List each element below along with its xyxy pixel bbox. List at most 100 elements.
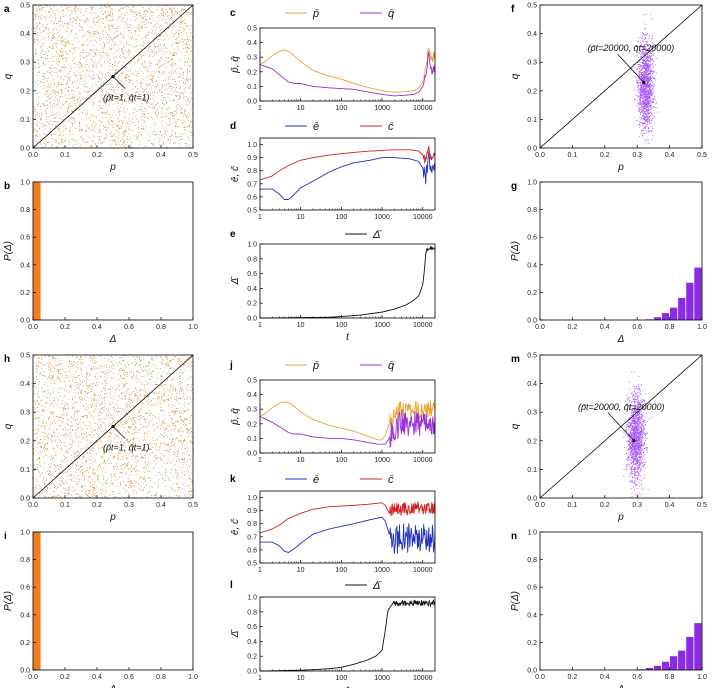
scatter-point bbox=[180, 375, 181, 377]
scatter-point bbox=[99, 119, 101, 121]
scatter-point bbox=[76, 75, 78, 76]
scatter-point bbox=[191, 436, 193, 438]
scatter-point bbox=[650, 76, 651, 78]
scatter-point bbox=[643, 77, 645, 78]
scatter-point bbox=[39, 28, 40, 30]
scatter-point bbox=[102, 85, 104, 87]
scatter-point bbox=[645, 65, 647, 67]
scatter-point bbox=[37, 136, 38, 138]
scatter-point bbox=[185, 410, 187, 412]
scatter-point bbox=[172, 115, 174, 117]
scatter-point bbox=[71, 109, 73, 111]
scatter-point bbox=[164, 72, 166, 74]
scatter-point bbox=[41, 56, 43, 58]
scatter-point bbox=[116, 35, 118, 37]
scatter-point bbox=[166, 83, 168, 85]
scatter-point bbox=[648, 85, 650, 87]
scatter-point bbox=[61, 6, 63, 7]
scatter-point bbox=[79, 72, 81, 74]
scatter-point bbox=[85, 432, 87, 434]
scatter-point bbox=[44, 94, 46, 96]
scatter-point bbox=[38, 396, 40, 398]
scatter-point bbox=[125, 146, 127, 148]
scatter-point bbox=[110, 480, 112, 481]
scatter-point bbox=[178, 33, 180, 34]
scatter-point bbox=[73, 89, 75, 90]
scatter-point bbox=[649, 72, 651, 74]
scatter-point bbox=[642, 40, 644, 42]
scatter-point bbox=[159, 35, 161, 37]
scatter-point bbox=[643, 91, 645, 93]
scatter-point bbox=[152, 94, 154, 96]
scatter-point bbox=[647, 109, 649, 111]
scatter-point bbox=[70, 76, 72, 77]
scatter-point bbox=[62, 105, 64, 106]
scatter-point bbox=[647, 44, 648, 46]
scatter-point bbox=[127, 108, 129, 110]
scatter-point bbox=[166, 35, 168, 36]
scatter-point bbox=[167, 112, 169, 114]
scatter-point bbox=[188, 47, 189, 49]
scatter-point bbox=[81, 78, 82, 80]
scatter-point bbox=[172, 10, 173, 12]
scatter-point bbox=[64, 371, 66, 373]
scatter-point bbox=[55, 425, 57, 427]
scatter-point bbox=[648, 119, 650, 121]
scatter-point bbox=[184, 410, 186, 412]
scatter-point bbox=[49, 46, 51, 48]
scatter-point bbox=[128, 70, 129, 72]
scatter-point bbox=[185, 23, 187, 25]
scatter-point bbox=[119, 74, 120, 76]
scatter-point bbox=[45, 100, 47, 102]
scatter-point bbox=[102, 29, 104, 31]
scatter-point bbox=[651, 70, 653, 72]
scatter-point bbox=[168, 15, 170, 17]
scatter-point bbox=[69, 18, 71, 20]
scatter-point bbox=[126, 42, 127, 44]
scatter-point bbox=[177, 108, 178, 109]
scatter-point bbox=[53, 23, 55, 25]
scatter-point bbox=[49, 142, 51, 144]
scatter-point bbox=[122, 121, 123, 123]
scatter-point bbox=[157, 113, 159, 115]
scatter-point bbox=[147, 71, 149, 73]
scatter-point bbox=[103, 49, 105, 51]
scatter-point bbox=[54, 121, 55, 122]
scatter-point bbox=[72, 82, 73, 84]
scatter-point bbox=[178, 126, 180, 128]
scatter-point bbox=[105, 38, 107, 40]
scatter-point bbox=[139, 140, 141, 142]
scatter-point bbox=[638, 74, 640, 76]
scatter-point bbox=[71, 29, 73, 31]
scatter-point bbox=[177, 13, 179, 14]
scatter-point bbox=[120, 97, 122, 99]
scatter-point bbox=[63, 482, 65, 484]
scatter-point bbox=[77, 143, 79, 144]
scatter-point bbox=[46, 112, 48, 114]
scatter-point bbox=[100, 426, 102, 428]
scatter-point bbox=[644, 105, 646, 107]
scatter-point bbox=[93, 77, 95, 79]
scatter-point bbox=[105, 16, 106, 18]
scatter-point bbox=[87, 141, 88, 143]
scatter-point bbox=[646, 99, 648, 100]
scatter-point bbox=[47, 496, 49, 498]
scatter-point bbox=[637, 59, 639, 61]
scatter-point bbox=[172, 423, 174, 425]
scatter-point bbox=[136, 118, 138, 120]
scatter-point bbox=[33, 418, 35, 420]
scatter-point bbox=[137, 34, 139, 36]
scatter-point bbox=[650, 73, 652, 75]
scatter-point bbox=[167, 124, 169, 126]
scatter-point bbox=[67, 109, 68, 111]
scatter-point bbox=[36, 123, 37, 125]
scatter-point bbox=[76, 64, 78, 65]
scatter-point bbox=[149, 45, 151, 47]
scatter-point bbox=[168, 61, 170, 63]
scatter-point bbox=[645, 90, 647, 92]
scatter-point bbox=[65, 58, 67, 59]
scatter-point bbox=[103, 137, 105, 139]
scatter-point bbox=[96, 50, 98, 51]
scatter-point bbox=[130, 137, 132, 139]
scatter-point bbox=[139, 99, 141, 100]
